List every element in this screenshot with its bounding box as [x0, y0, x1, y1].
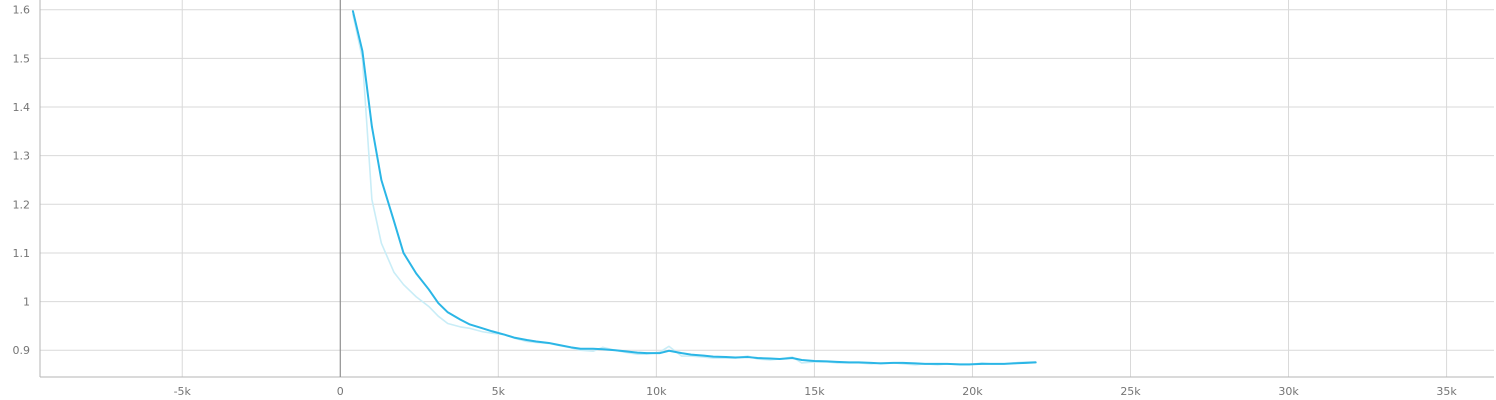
axes — [39, 0, 1494, 378]
y-tick-label: 1.2 — [13, 198, 31, 211]
y-tick-label: 1.4 — [13, 101, 31, 114]
y-tick-label: 1 — [23, 296, 30, 309]
y-tick-label: 1.6 — [13, 4, 31, 17]
x-tick-label: 20k — [962, 385, 983, 398]
x-tick-label: 5k — [492, 385, 506, 398]
x-tick-label: 15k — [804, 385, 825, 398]
y-tick-label: 1.1 — [13, 247, 31, 260]
series-line-raw — [352, 13, 1037, 366]
y-tick-label: 1.5 — [13, 52, 31, 65]
y-tick-label: 0.9 — [13, 344, 31, 357]
y-gridlines — [40, 9, 1494, 351]
series-layer — [351, 10, 1037, 366]
x-tick-label: 0 — [337, 385, 344, 398]
x-tick-labels: -5k 0 5k 10k 15k 20k 25k 30k 35k — [174, 385, 1458, 398]
x-tick-label: 25k — [1120, 385, 1141, 398]
series-line-smoothed — [351, 10, 1037, 366]
x-gridlines — [181, 0, 1448, 377]
x-tick-label: 10k — [646, 385, 667, 398]
y-tick-label: 1.3 — [13, 150, 31, 163]
x-tick-label: -5k — [174, 385, 192, 398]
x-tick-label: 30k — [1278, 385, 1299, 398]
x-tick-label: 35k — [1436, 385, 1457, 398]
y-tick-labels: 0.9 1 1.1 1.2 1.3 1.4 1.5 1.6 — [13, 4, 31, 358]
